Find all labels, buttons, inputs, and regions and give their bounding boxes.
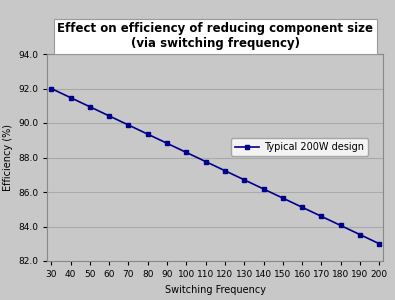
X-axis label: Switching Frequency: Switching Frequency [165, 285, 266, 295]
Typical 200W design [261, 187, 266, 191]
Typical 200W design [87, 105, 92, 109]
Typical 200W design [377, 242, 382, 245]
Typical 200W design [339, 224, 343, 227]
Line: Typical 200W design: Typical 200W design [49, 86, 382, 246]
Typical 200W design [165, 142, 169, 145]
Typical 200W design [319, 214, 324, 218]
Typical 200W design [222, 169, 227, 172]
Typical 200W design [107, 114, 111, 118]
Typical 200W design [242, 178, 246, 181]
Typical 200W design [203, 160, 208, 164]
Title: Effect on efficiency of reducing component size
(via switching frequency): Effect on efficiency of reducing compone… [57, 22, 373, 50]
Typical 200W design [300, 206, 305, 209]
Typical 200W design [145, 132, 150, 136]
Typical 200W design [184, 151, 189, 154]
Typical 200W design [357, 233, 362, 236]
Typical 200W design [126, 123, 131, 127]
Y-axis label: Efficiency (%): Efficiency (%) [3, 124, 13, 191]
Legend: Typical 200W design: Typical 200W design [231, 138, 368, 156]
Typical 200W design [280, 196, 285, 200]
Typical 200W design [49, 87, 54, 90]
Typical 200W design [68, 96, 73, 99]
